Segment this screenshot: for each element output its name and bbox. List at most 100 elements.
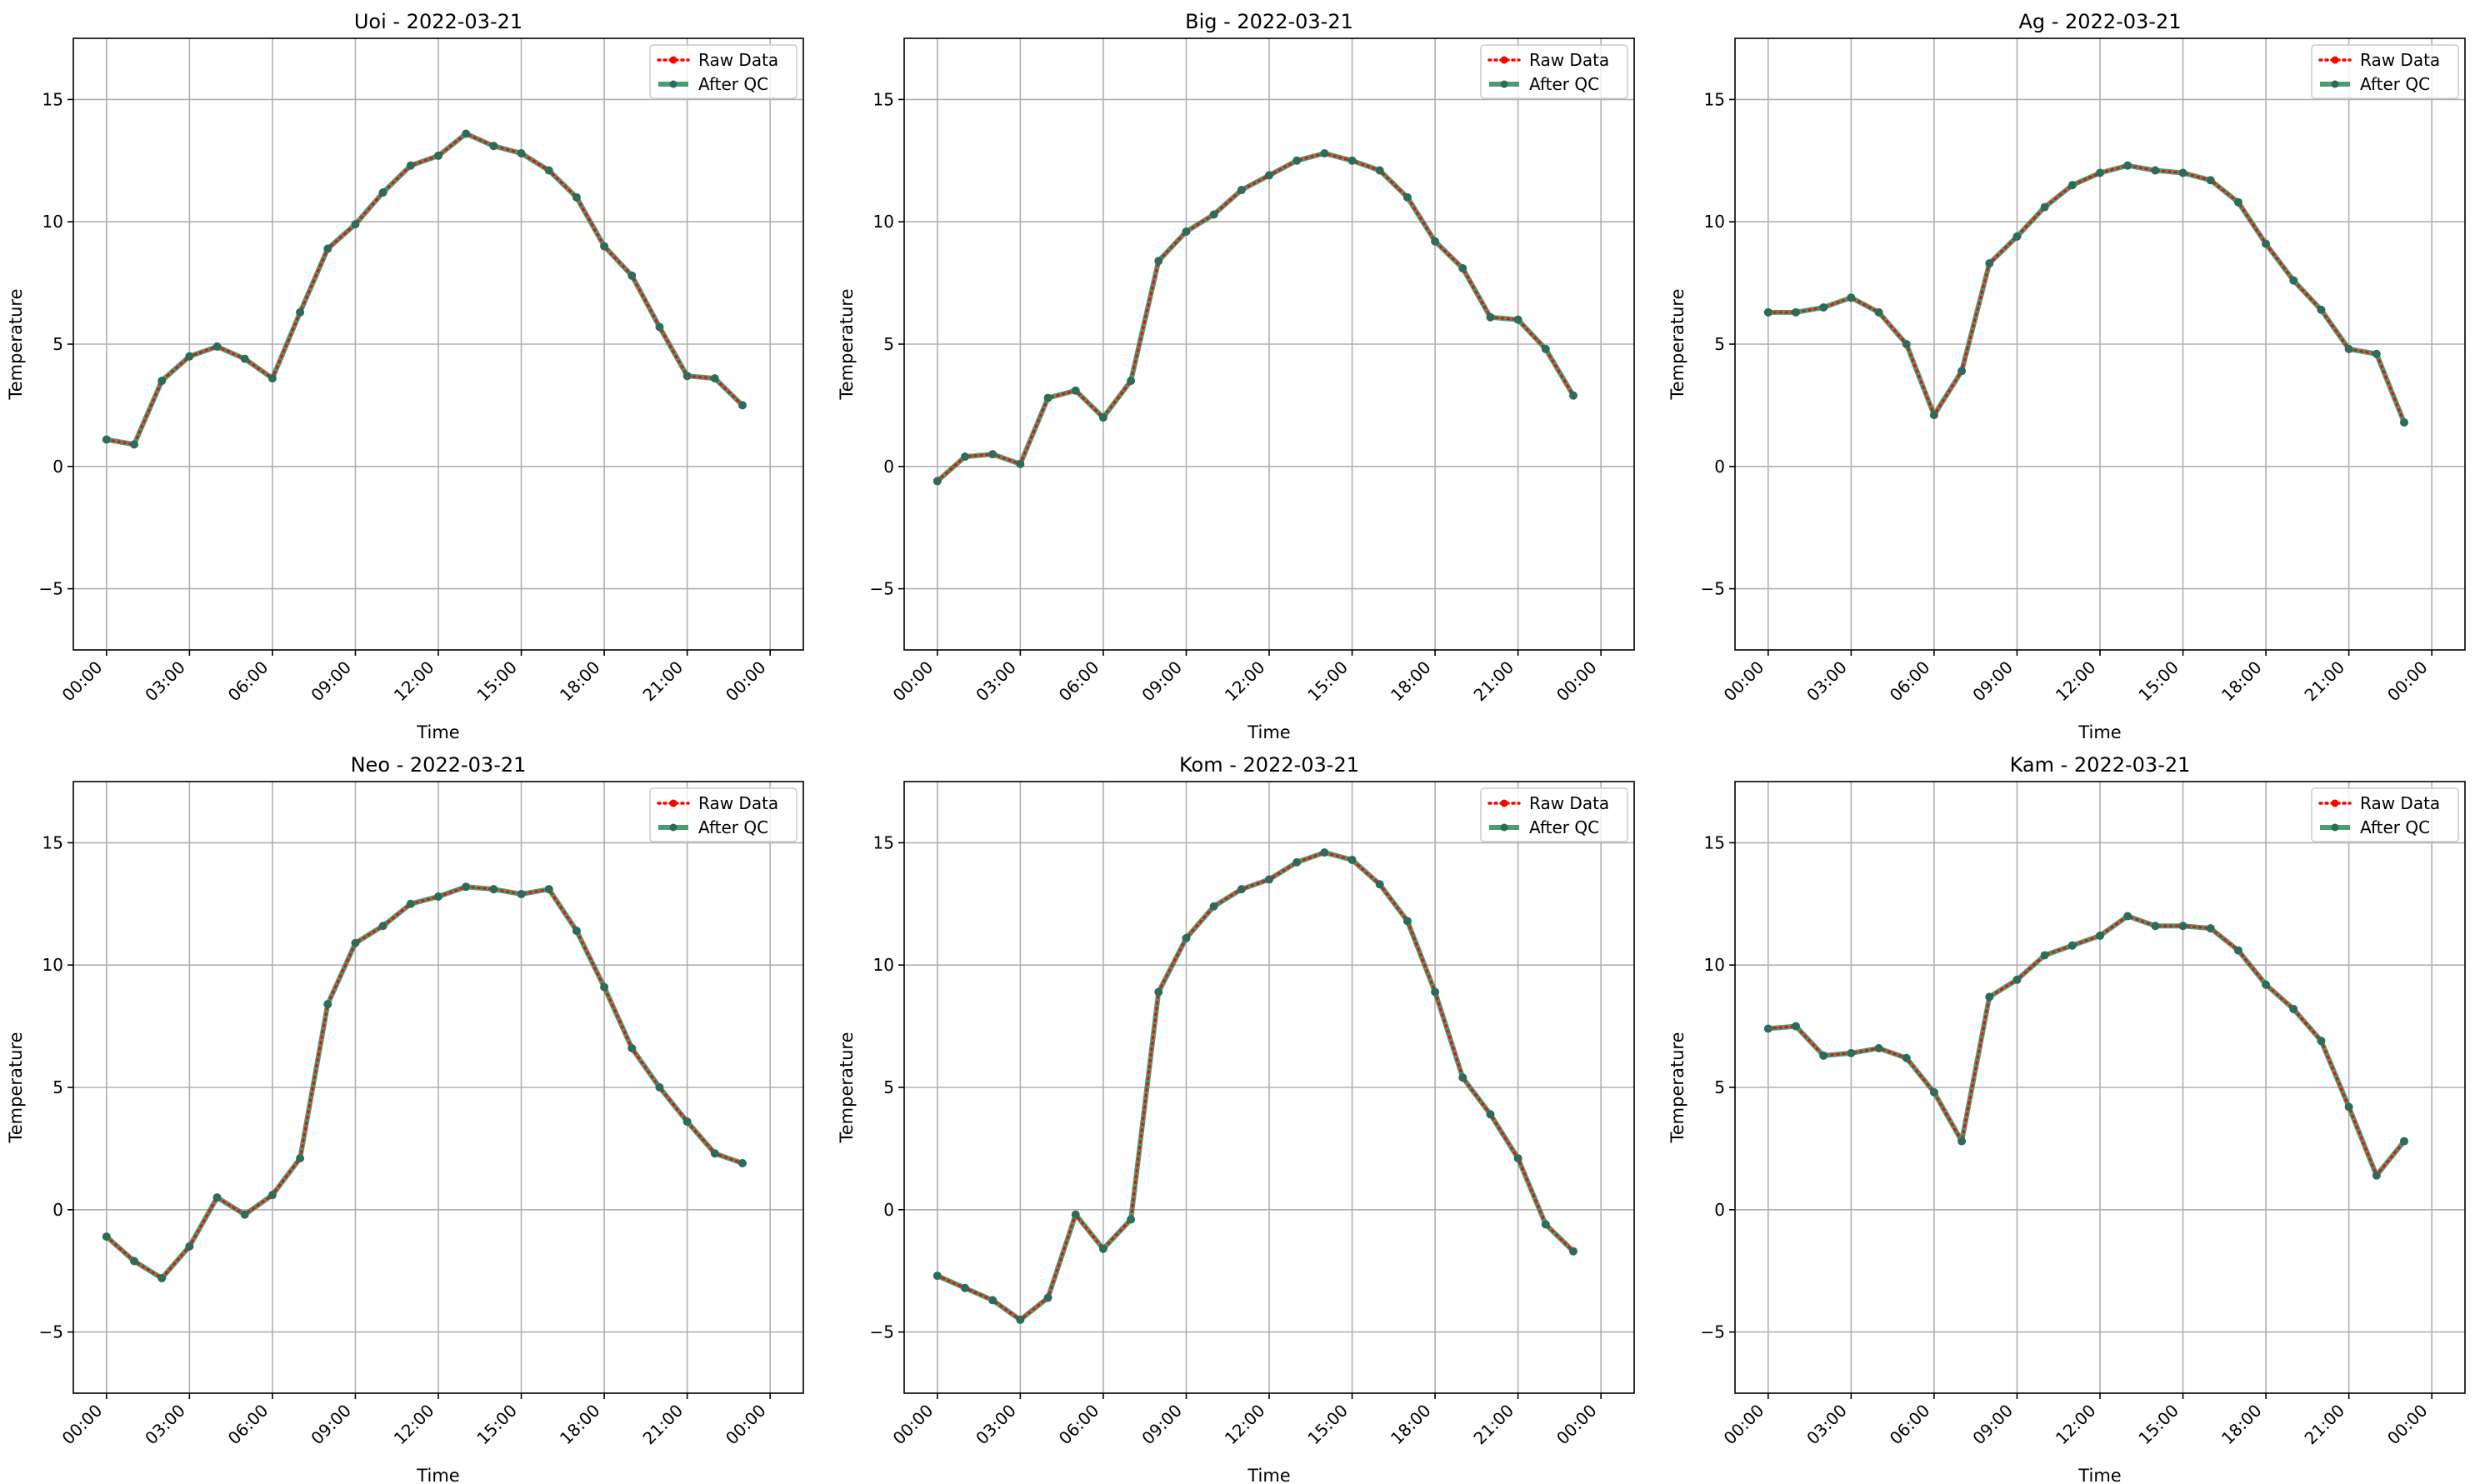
axes-frame <box>903 781 1635 1394</box>
y-tick-label: 0 <box>883 457 894 477</box>
data-point-after-qc <box>1431 237 1440 246</box>
data-point-after-qc <box>1127 1215 1136 1224</box>
data-point-after-qc <box>2096 168 2104 177</box>
data-point-after-qc <box>1292 857 1302 867</box>
data-point-after-qc <box>628 1044 637 1053</box>
axes-frame <box>1734 781 2466 1394</box>
data-point-after-qc <box>1098 413 1108 422</box>
y-tick-label: 10 <box>42 212 63 232</box>
x-axis-label: Time <box>2078 1466 2121 1484</box>
data-point-after-qc <box>1016 459 1025 468</box>
y-tick-label: 5 <box>1714 334 1725 354</box>
x-axis-label: Time <box>2078 722 2121 742</box>
data-point-after-qc <box>1569 391 1578 400</box>
legend-after-qc-marker <box>669 80 678 88</box>
data-point-after-qc <box>1819 1051 1828 1060</box>
data-point-after-qc <box>1043 1293 1052 1302</box>
y-tick-label: 0 <box>52 1200 63 1220</box>
data-point-after-qc <box>130 1257 138 1266</box>
data-point-after-qc <box>2372 349 2381 358</box>
subplot-title: Ag - 2022-03-21 <box>2018 10 2181 33</box>
data-point-after-qc <box>158 377 167 386</box>
y-tick-label: 0 <box>1714 457 1725 477</box>
y-tick-label: 5 <box>883 1077 894 1097</box>
y-tick-label: 0 <box>883 1200 894 1220</box>
axes-frame <box>72 37 804 651</box>
data-point-after-qc <box>572 192 581 202</box>
data-point-after-qc <box>102 1232 111 1242</box>
legend: Raw Data After QC <box>1480 44 1628 99</box>
legend-raw-data-marker <box>669 799 678 807</box>
data-point-after-qc <box>2400 1137 2408 1146</box>
data-point-after-qc <box>1569 1247 1578 1256</box>
data-point-after-qc <box>1486 312 1495 322</box>
legend-raw-data-marker <box>669 56 678 64</box>
data-point-after-qc <box>1348 156 1357 165</box>
data-point-after-qc <box>988 1296 998 1305</box>
data-point-after-qc <box>1043 393 1052 402</box>
y-tick-label: 15 <box>1704 89 1725 109</box>
y-tick-label: 0 <box>1714 1200 1725 1220</box>
data-point-after-qc <box>102 435 111 444</box>
data-point-after-qc <box>1127 377 1136 386</box>
legend: Raw Data After QC <box>1480 787 1628 842</box>
data-point-after-qc <box>351 220 360 229</box>
legend-raw-data-label: Raw Data <box>1529 793 1609 813</box>
y-tick-label: 5 <box>52 1077 63 1097</box>
legend-after-qc-label: After QC <box>1529 74 1599 94</box>
y-tick-label: −5 <box>870 1322 894 1342</box>
data-point-after-qc <box>296 1154 305 1163</box>
data-point-after-qc <box>1209 902 1218 911</box>
data-point-after-qc <box>2096 931 2104 940</box>
data-point-after-qc <box>1874 1044 1883 1053</box>
data-point-after-qc <box>1792 307 1800 317</box>
legend-after-qc-marker <box>669 823 678 832</box>
data-point-after-qc <box>1071 1210 1080 1219</box>
data-point-after-qc <box>406 899 415 908</box>
legend: Raw Data After QC <box>649 44 798 99</box>
legend-after-qc-label: After QC <box>2360 74 2430 94</box>
data-point-after-qc <box>2012 232 2022 241</box>
data-point-after-qc <box>462 129 471 138</box>
data-point-after-qc <box>378 922 388 931</box>
data-point-after-qc <box>961 452 969 462</box>
data-point-after-qc <box>1513 1154 1522 1163</box>
y-tick-label: 10 <box>873 955 894 975</box>
data-point-after-qc <box>2289 1005 2298 1014</box>
data-point-after-qc <box>2068 181 2077 190</box>
data-point-after-qc <box>185 1242 194 1251</box>
data-point-after-qc <box>2123 161 2132 170</box>
legend-raw-data-marker <box>1500 799 1508 807</box>
legend-after-qc-label: After QC <box>1529 817 1599 837</box>
data-point-after-qc <box>1431 987 1440 997</box>
data-point-after-qc <box>655 322 664 332</box>
legend-raw-data-marker <box>2331 56 2339 64</box>
data-point-after-qc <box>1902 1053 1911 1062</box>
data-point-after-qc <box>185 352 194 361</box>
legend-raw-data-marker <box>2331 799 2339 807</box>
data-point-after-qc <box>434 151 442 160</box>
data-point-after-qc <box>1902 340 1911 348</box>
data-point-after-qc <box>2317 1037 2326 1046</box>
data-point-after-qc <box>240 1210 249 1219</box>
data-point-after-qc <box>212 1193 222 1202</box>
y-axis-label: Temperature <box>1668 1032 1688 1143</box>
data-point-after-qc <box>462 882 471 892</box>
subplot-title: Uoi - 2022-03-21 <box>354 10 522 33</box>
legend-after-qc-marker <box>2331 823 2339 832</box>
data-point-after-qc <box>323 1000 332 1009</box>
data-point-after-qc <box>2233 197 2242 207</box>
subplot-title: Big - 2022-03-21 <box>1185 10 1353 33</box>
data-point-after-qc <box>1265 875 1273 884</box>
data-point-after-qc <box>240 354 249 363</box>
data-point-after-qc <box>378 187 388 197</box>
data-point-after-qc <box>2151 922 2160 931</box>
y-tick-label: −5 <box>1701 579 1725 599</box>
axes-frame <box>903 37 1635 651</box>
data-point-after-qc <box>988 450 998 459</box>
data-point-after-qc <box>1098 1244 1108 1253</box>
data-point-after-qc <box>1375 166 1384 175</box>
y-tick-label: 0 <box>52 457 63 477</box>
data-point-after-qc <box>2178 922 2188 931</box>
